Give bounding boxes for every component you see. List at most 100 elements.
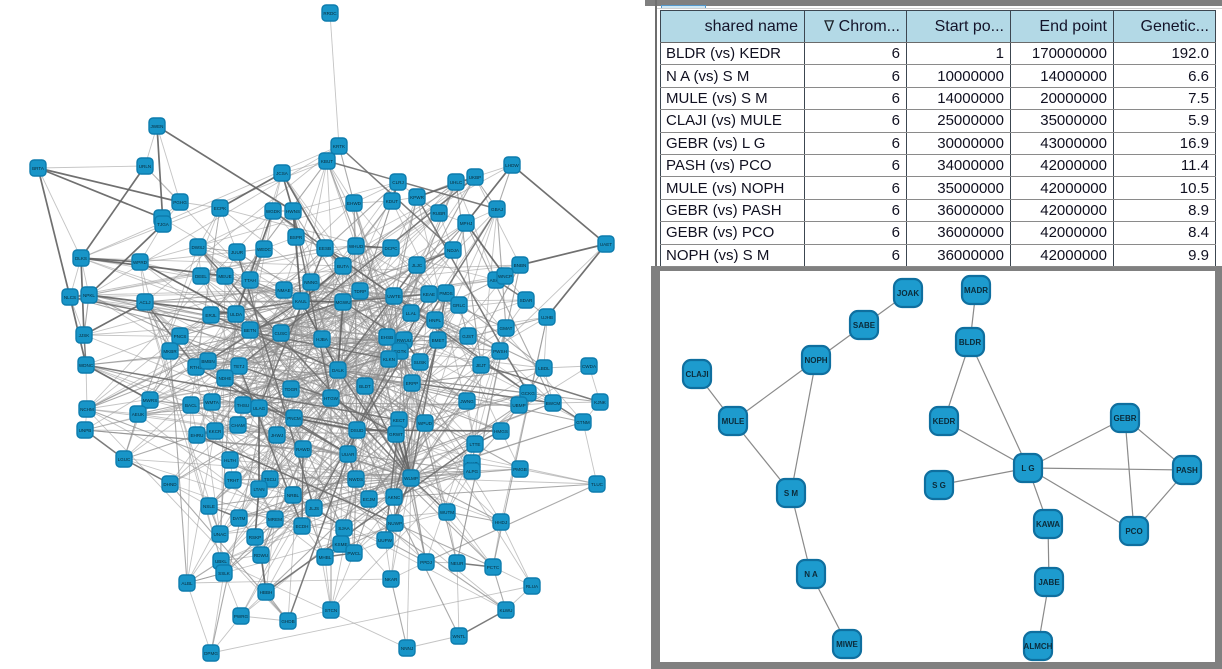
svg-text:SDAR: SDAR bbox=[520, 298, 533, 303]
svg-text:RAWD: RAWD bbox=[296, 447, 311, 452]
svg-text:KEDR: KEDR bbox=[933, 417, 956, 426]
svg-text:CWDA: CWDA bbox=[582, 364, 597, 369]
svg-text:KKCR: KKCR bbox=[209, 429, 222, 434]
svg-text:BETN: BETN bbox=[244, 328, 256, 333]
svg-text:CHAM: CHAM bbox=[231, 423, 245, 428]
svg-text:LGUC: LGUC bbox=[118, 457, 131, 462]
svg-text:GTNM: GTNM bbox=[576, 420, 590, 425]
svg-text:WUTM: WUTM bbox=[440, 510, 454, 515]
svg-text:NCHM: NCHM bbox=[80, 407, 94, 412]
svg-text:WGDK: WGDK bbox=[266, 209, 281, 214]
svg-text:DSUD: DSUD bbox=[350, 428, 364, 433]
svg-text:HJBA: HJBA bbox=[316, 337, 329, 342]
svg-text:JABE: JABE bbox=[1038, 578, 1060, 587]
svg-text:PGHG: PGHG bbox=[173, 200, 187, 205]
svg-text:BMET: BMET bbox=[432, 338, 445, 343]
svg-text:WHUD: WHUD bbox=[349, 244, 364, 249]
svg-text:JWNG: JWNG bbox=[460, 399, 474, 404]
svg-text:TETJ: TETJ bbox=[234, 364, 245, 369]
svg-text:MKBR: MKBR bbox=[163, 349, 177, 354]
svg-text:JLJC: JLJC bbox=[412, 263, 423, 268]
svg-text:NDJA: NDJA bbox=[447, 248, 460, 253]
svg-text:MWRS: MWRS bbox=[143, 398, 158, 403]
svg-text:JLJS: JLJS bbox=[309, 506, 319, 511]
svg-text:EHRU: EHRU bbox=[190, 433, 203, 438]
svg-text:NNNJ: NNNJ bbox=[401, 646, 413, 651]
svg-text:WNTL: WNTL bbox=[452, 634, 465, 639]
svg-text:LTTE: LTTE bbox=[470, 442, 481, 447]
svg-text:ASGB: ASGB bbox=[490, 278, 503, 283]
svg-text:BLDT: BLDT bbox=[359, 384, 371, 389]
svg-text:NEUR: NEUR bbox=[450, 561, 464, 566]
svg-text:HHDJ: HHDJ bbox=[495, 520, 507, 525]
svg-text:WEDC: WEDC bbox=[257, 247, 272, 252]
svg-text:BACL: BACL bbox=[185, 403, 197, 408]
svg-text:HLTH: HLTH bbox=[224, 458, 236, 463]
svg-text:PMDS: PMDS bbox=[439, 291, 452, 296]
svg-text:UJHB: UJHB bbox=[541, 315, 553, 320]
svg-text:CLRJ: CLRJ bbox=[392, 180, 404, 185]
svg-text:TJGA: TJGA bbox=[157, 222, 170, 227]
svg-text:DHND: DHND bbox=[163, 482, 177, 487]
svg-text:UKBP: UKBP bbox=[469, 175, 482, 180]
svg-text:KECT: KECT bbox=[393, 418, 405, 423]
svg-text:BUTA: BUTA bbox=[337, 264, 350, 269]
svg-text:NSLE: NSLE bbox=[203, 504, 215, 509]
svg-text:DWSJ: DWSJ bbox=[191, 245, 204, 250]
svg-text:L G: L G bbox=[1021, 464, 1034, 473]
svg-text:JJSK: JJSK bbox=[79, 333, 91, 338]
svg-text:MPHJ: MPHJ bbox=[460, 221, 473, 226]
svg-text:BNBN: BNBN bbox=[514, 263, 527, 268]
svg-text:ECJM: ECJM bbox=[363, 497, 376, 502]
svg-text:KLKN: KLKN bbox=[383, 357, 395, 362]
svg-text:DALK: DALK bbox=[332, 368, 345, 373]
svg-text:EESB: EESB bbox=[319, 246, 331, 251]
svg-text:KRTK: KRTK bbox=[333, 144, 346, 149]
svg-text:URLN: URLN bbox=[139, 164, 152, 169]
svg-text:ERPP: ERPP bbox=[406, 381, 419, 386]
svg-text:NWDS: NWDS bbox=[349, 477, 363, 482]
svg-text:GJST: GJST bbox=[462, 334, 474, 339]
svg-text:UNAC: UNAC bbox=[213, 532, 227, 537]
svg-text:JOAK: JOAK bbox=[897, 289, 919, 298]
svg-text:SJAA: SJAA bbox=[338, 526, 350, 531]
svg-text:NDHE: NDHE bbox=[218, 376, 231, 381]
svg-text:GRWT: GRWT bbox=[389, 432, 403, 437]
svg-text:ERJL: ERJL bbox=[205, 313, 217, 318]
svg-text:BSPR: BSPR bbox=[290, 235, 303, 240]
svg-text:KSME: KSME bbox=[334, 542, 347, 547]
svg-text:UBMP: UBMP bbox=[512, 403, 525, 408]
svg-text:KJNK: KJNK bbox=[594, 400, 607, 405]
svg-text:UHLC: UHLC bbox=[450, 180, 463, 185]
svg-text:LBDL: LBDL bbox=[538, 366, 550, 371]
svg-text:STCN: STCN bbox=[325, 608, 338, 613]
svg-text:RTHS: RTHS bbox=[190, 365, 202, 370]
svg-text:DCPC: DCPC bbox=[384, 246, 398, 251]
svg-text:UUAR: UUAR bbox=[341, 452, 355, 457]
svg-text:JCSA: JCSA bbox=[276, 171, 289, 176]
svg-text:ACLJ: ACLJ bbox=[139, 300, 150, 305]
svg-text:AEUK: AEUK bbox=[132, 412, 145, 417]
svg-text:TSCU: TSCU bbox=[264, 477, 277, 482]
svg-text:TTAH: TTAH bbox=[244, 278, 256, 283]
svg-text:MGWU: MGWU bbox=[335, 300, 350, 305]
svg-text:HWNS: HWNS bbox=[286, 209, 300, 214]
svg-text:KLWU: KLWU bbox=[500, 608, 513, 613]
svg-text:RLUA: RLUA bbox=[526, 584, 539, 589]
svg-text:PWCL: PWCL bbox=[347, 551, 361, 556]
svg-text:KBUT: KBUT bbox=[321, 159, 333, 164]
svg-text:S G: S G bbox=[932, 481, 946, 490]
svg-text:ECPK: ECPK bbox=[214, 206, 227, 211]
svg-text:UAET: UAET bbox=[600, 242, 612, 247]
svg-text:PNCS: PNCS bbox=[174, 334, 187, 339]
svg-text:EHWD: EHWD bbox=[347, 201, 362, 206]
svg-text:N A: N A bbox=[804, 570, 818, 579]
svg-text:PASH: PASH bbox=[1176, 466, 1198, 475]
svg-text:NRBL: NRBL bbox=[287, 493, 300, 498]
svg-text:RSKP: RSKP bbox=[249, 535, 262, 540]
svg-text:NKAR: NKAR bbox=[385, 577, 398, 582]
svg-text:DPMG: DPMG bbox=[204, 651, 218, 656]
svg-text:CLAJI: CLAJI bbox=[685, 370, 708, 379]
svg-text:GHDB: GHDB bbox=[281, 619, 294, 624]
svg-text:JUUR: JUUR bbox=[231, 250, 244, 255]
